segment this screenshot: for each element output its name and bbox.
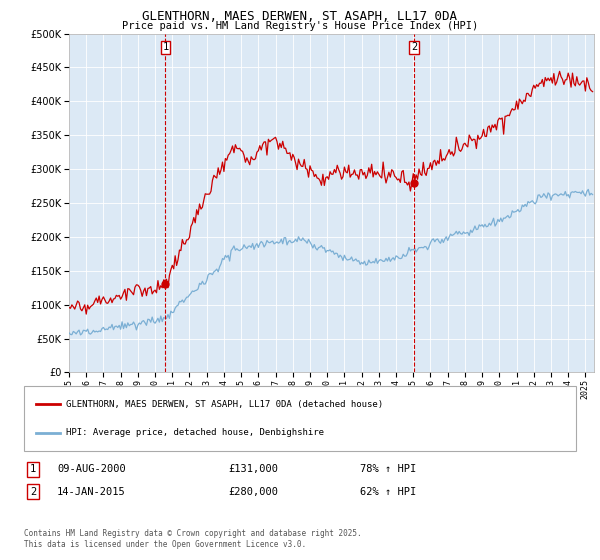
Text: 09-AUG-2000: 09-AUG-2000 [57, 464, 126, 474]
Text: Price paid vs. HM Land Registry's House Price Index (HPI): Price paid vs. HM Land Registry's House … [122, 21, 478, 31]
Text: HPI: Average price, detached house, Denbighshire: HPI: Average price, detached house, Denb… [66, 428, 324, 437]
Text: 1: 1 [30, 464, 36, 474]
Text: 62% ↑ HPI: 62% ↑ HPI [360, 487, 416, 497]
Text: Contains HM Land Registry data © Crown copyright and database right 2025.
This d: Contains HM Land Registry data © Crown c… [24, 529, 362, 549]
Text: 2: 2 [411, 42, 417, 52]
Text: 14-JAN-2015: 14-JAN-2015 [57, 487, 126, 497]
Text: 78% ↑ HPI: 78% ↑ HPI [360, 464, 416, 474]
Text: 1: 1 [162, 42, 169, 52]
Text: £280,000: £280,000 [228, 487, 278, 497]
Text: £131,000: £131,000 [228, 464, 278, 474]
Text: GLENTHORN, MAES DERWEN, ST ASAPH, LL17 0DA (detached house): GLENTHORN, MAES DERWEN, ST ASAPH, LL17 0… [66, 400, 383, 409]
Text: GLENTHORN, MAES DERWEN, ST ASAPH, LL17 0DA: GLENTHORN, MAES DERWEN, ST ASAPH, LL17 0… [143, 10, 458, 23]
Text: 2: 2 [30, 487, 36, 497]
